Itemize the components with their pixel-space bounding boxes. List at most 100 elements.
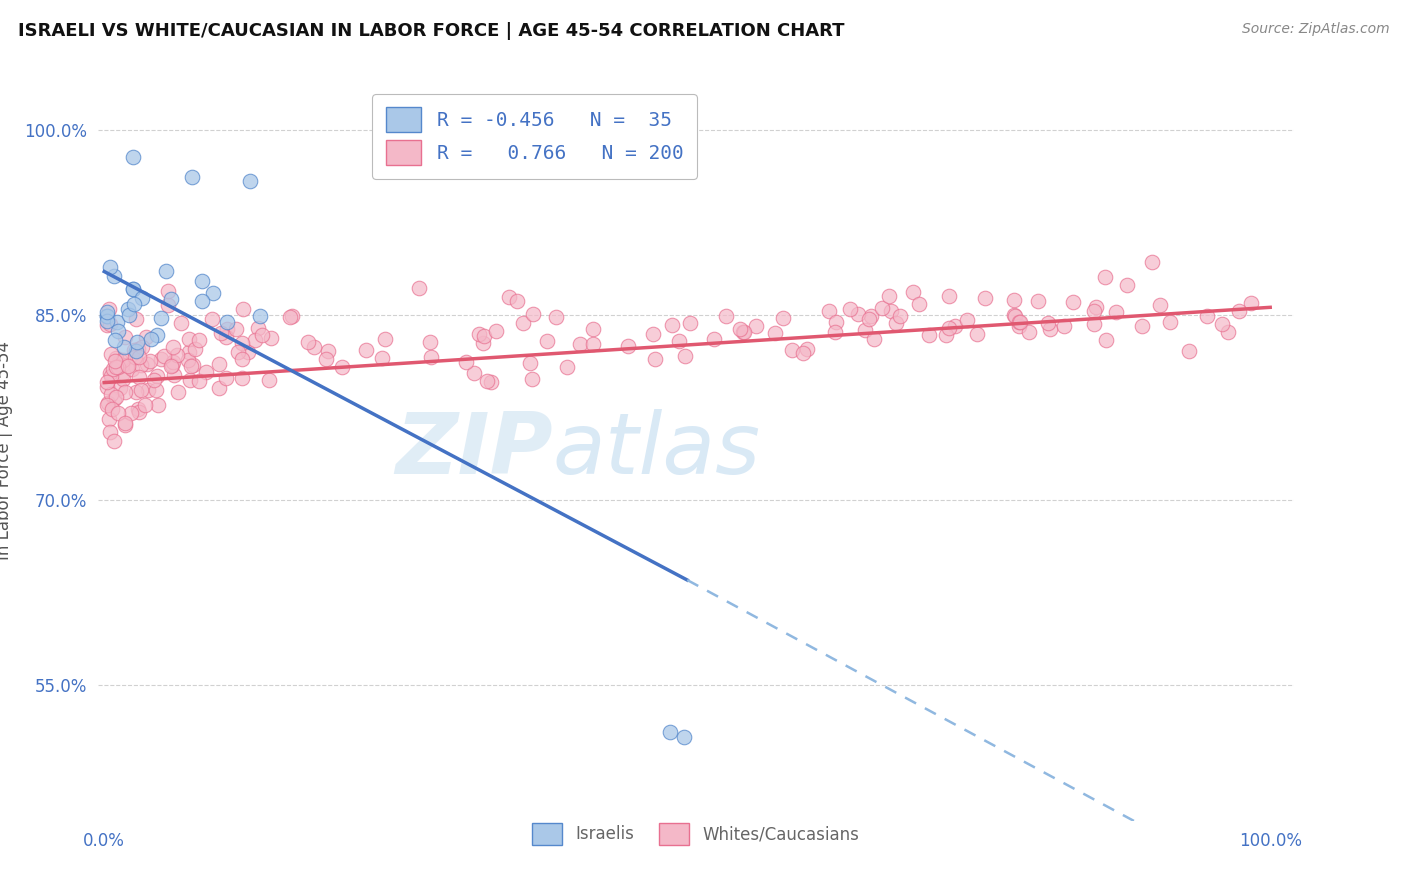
Point bbox=[134, 398, 156, 412]
Point bbox=[370, 351, 392, 365]
Point bbox=[114, 417, 136, 432]
Point bbox=[661, 318, 683, 333]
Text: atlas: atlas bbox=[553, 409, 761, 492]
Point bbox=[471, 336, 494, 351]
Point bbox=[838, 301, 860, 316]
Point bbox=[231, 371, 253, 385]
Point bbox=[96, 395, 118, 409]
Point bbox=[245, 333, 267, 347]
Point bbox=[122, 150, 145, 164]
Point bbox=[582, 322, 605, 336]
Point bbox=[100, 386, 122, 401]
Point bbox=[142, 373, 165, 387]
Point bbox=[260, 331, 283, 345]
Point bbox=[180, 359, 202, 373]
Point bbox=[730, 322, 752, 336]
Point bbox=[467, 326, 489, 341]
Point bbox=[297, 334, 319, 349]
Point bbox=[103, 392, 125, 407]
Point bbox=[107, 407, 129, 421]
Point bbox=[156, 284, 179, 298]
Point bbox=[96, 309, 118, 323]
Point bbox=[135, 357, 157, 371]
Point bbox=[536, 334, 558, 348]
Point bbox=[122, 343, 145, 357]
Point bbox=[1130, 319, 1153, 334]
Point bbox=[104, 354, 127, 368]
Point bbox=[114, 330, 136, 344]
Point bbox=[125, 312, 148, 326]
Point bbox=[1010, 315, 1032, 329]
Legend: Israelis, Whites/Caucasians: Israelis, Whites/Caucasians bbox=[524, 815, 868, 853]
Point bbox=[139, 354, 162, 368]
Point bbox=[194, 365, 217, 379]
Point bbox=[136, 384, 159, 398]
Point bbox=[125, 343, 148, 358]
Point bbox=[201, 311, 224, 326]
Point bbox=[658, 724, 681, 739]
Point bbox=[112, 372, 135, 386]
Point bbox=[217, 322, 239, 336]
Point bbox=[1094, 270, 1116, 285]
Point bbox=[114, 385, 136, 400]
Point bbox=[247, 321, 270, 335]
Point bbox=[98, 366, 121, 380]
Point bbox=[115, 359, 138, 373]
Point bbox=[956, 313, 979, 327]
Point bbox=[96, 379, 118, 393]
Point bbox=[1140, 255, 1163, 269]
Point bbox=[96, 310, 118, 324]
Text: ISRAELI VS WHITE/CAUCASIAN IN LABOR FORCE | AGE 45-54 CORRELATION CHART: ISRAELI VS WHITE/CAUCASIAN IN LABOR FORC… bbox=[18, 22, 845, 40]
Point bbox=[111, 358, 134, 372]
Point bbox=[129, 358, 152, 372]
Point bbox=[419, 335, 441, 350]
Point bbox=[498, 290, 520, 304]
Point bbox=[159, 359, 181, 374]
Point bbox=[208, 358, 231, 372]
Point bbox=[162, 368, 184, 383]
Point bbox=[1053, 319, 1076, 334]
Point bbox=[107, 356, 129, 370]
Point bbox=[522, 372, 544, 386]
Point bbox=[879, 304, 901, 318]
Point bbox=[546, 310, 568, 325]
Point bbox=[125, 385, 148, 400]
Point bbox=[128, 350, 150, 364]
Point bbox=[330, 359, 353, 374]
Point bbox=[155, 264, 177, 278]
Point bbox=[105, 351, 128, 366]
Point bbox=[150, 352, 173, 367]
Point bbox=[257, 373, 280, 387]
Point bbox=[162, 340, 184, 354]
Point bbox=[181, 358, 204, 372]
Point bbox=[1177, 343, 1199, 358]
Point bbox=[249, 309, 271, 323]
Point bbox=[506, 294, 529, 309]
Point bbox=[239, 174, 262, 188]
Point bbox=[1159, 314, 1181, 328]
Point bbox=[616, 339, 638, 353]
Point bbox=[226, 344, 249, 359]
Point bbox=[855, 323, 877, 337]
Point bbox=[118, 308, 141, 322]
Point bbox=[304, 340, 326, 354]
Point bbox=[316, 344, 339, 359]
Point bbox=[112, 340, 135, 354]
Point bbox=[97, 301, 120, 316]
Text: ZIP: ZIP bbox=[395, 409, 553, 492]
Point bbox=[966, 326, 988, 341]
Point bbox=[354, 343, 377, 358]
Point bbox=[1083, 317, 1105, 331]
Point bbox=[278, 310, 301, 324]
Point bbox=[1008, 315, 1031, 329]
Point bbox=[236, 345, 259, 359]
Point bbox=[179, 345, 201, 359]
Point bbox=[763, 326, 786, 340]
Point bbox=[673, 349, 696, 363]
Point bbox=[472, 329, 495, 343]
Point bbox=[530, 150, 553, 164]
Point bbox=[1002, 308, 1025, 322]
Point bbox=[644, 352, 666, 367]
Point bbox=[315, 352, 337, 367]
Point bbox=[772, 310, 794, 325]
